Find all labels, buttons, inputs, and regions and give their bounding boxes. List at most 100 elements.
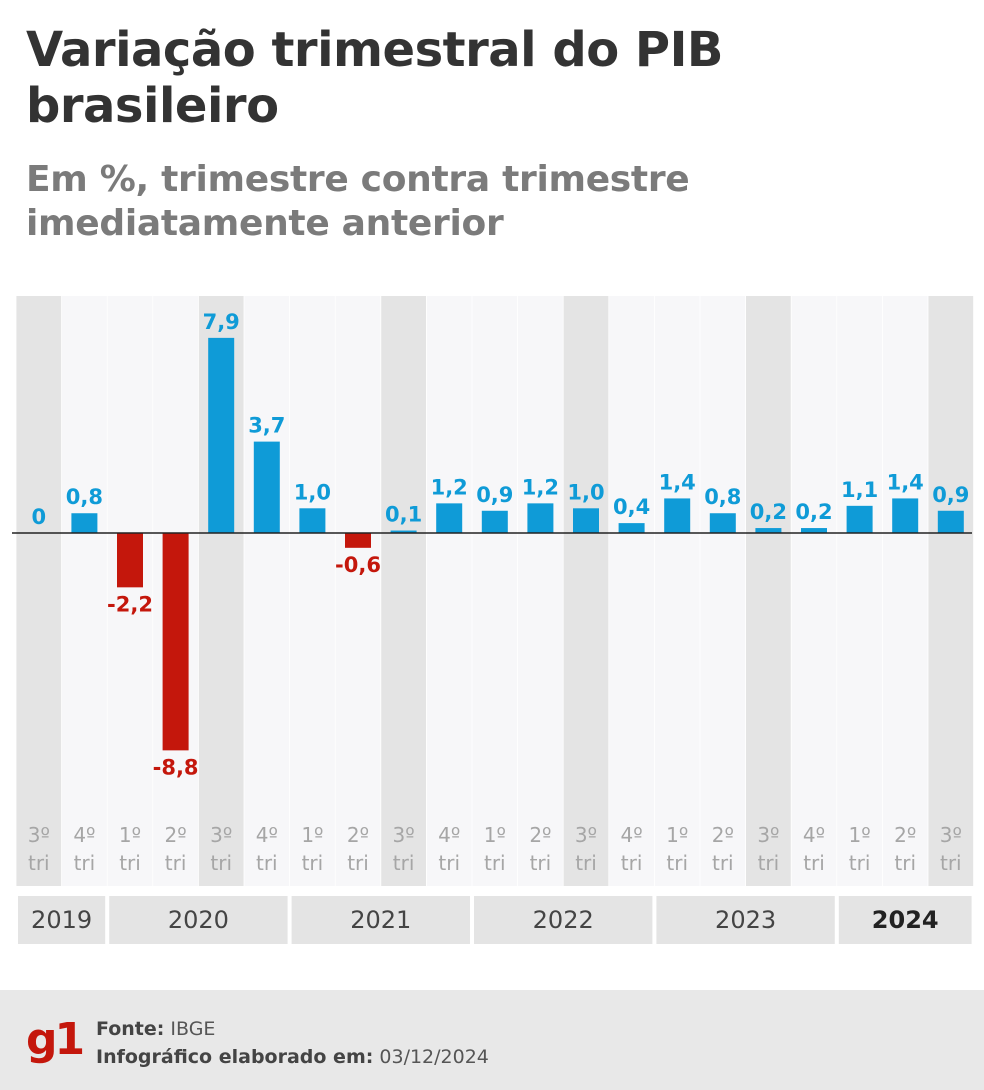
bar xyxy=(253,441,280,533)
quarter-tick-label: 1º xyxy=(301,823,323,847)
bar-value-label: -2,2 xyxy=(107,592,153,616)
bar-value-label: -0,6 xyxy=(335,553,381,577)
year-band xyxy=(656,896,835,944)
column-band xyxy=(837,296,882,886)
bar-value-label: 1,4 xyxy=(887,470,924,494)
quarter-tick-suffix: tri xyxy=(575,851,597,875)
quarter-tick-suffix: tri xyxy=(894,851,916,875)
bar xyxy=(117,533,143,588)
bar xyxy=(527,503,554,533)
quarter-tick-suffix: tri xyxy=(28,851,50,875)
bar-value-label: -8,8 xyxy=(153,755,199,779)
quarter-tick-label: 2º xyxy=(894,823,916,847)
year-band xyxy=(109,896,288,944)
quarter-tick-label: 4º xyxy=(438,823,460,847)
bar xyxy=(937,510,964,533)
year-labels: 2019 2020 2021 2022 2023 2024 xyxy=(18,896,972,944)
date-line: Infográfico elaborado em: 03/12/2024 xyxy=(96,1046,489,1068)
bar xyxy=(892,498,919,533)
quarter-tick-label: 4º xyxy=(621,823,643,847)
quarter-tick-suffix: tri xyxy=(302,851,324,875)
bar xyxy=(390,530,417,533)
year-band xyxy=(474,896,653,944)
quarter-tick-suffix: tri xyxy=(758,851,780,875)
bar-value-label: 0,9 xyxy=(476,483,513,507)
quarter-tick-label: 3º xyxy=(575,823,597,847)
quarter-tick-labels: 3º tri 4º tri 1º tri 2º tri 3º tri 4º tri 1º tri 2º tri… xyxy=(28,823,962,875)
quarter-tick-label: 3º xyxy=(28,823,50,847)
quarter-tick-suffix: tri xyxy=(530,851,552,875)
source-line: Fonte: IBGE xyxy=(96,1018,215,1040)
bar xyxy=(299,508,326,533)
quarter-tick-suffix: tri xyxy=(210,851,232,875)
column-band xyxy=(244,296,290,886)
bar-value-label: 7,9 xyxy=(203,310,240,334)
bar-value-label: 1,2 xyxy=(431,475,468,499)
quarter-tick-label: 2º xyxy=(165,823,187,847)
column-band xyxy=(290,296,335,886)
quarter-tick-suffix: tri xyxy=(484,851,506,875)
quarter-tick-suffix: tri xyxy=(940,851,962,875)
column-band xyxy=(381,296,426,886)
year-label: 2021 xyxy=(350,906,411,934)
chart-subtitle: Em %, trimestre contra trimestre imediat… xyxy=(26,159,690,244)
quarter-tick-suffix: tri xyxy=(666,851,688,875)
bar xyxy=(71,513,98,533)
bar xyxy=(755,528,782,533)
column-band xyxy=(700,296,746,886)
bar-value-label: 0,9 xyxy=(932,483,969,507)
bar-value-label: 0 xyxy=(31,505,46,529)
quarter-tick-label: 3º xyxy=(940,823,962,847)
bar-value-label: 1,2 xyxy=(522,475,559,499)
quarter-tick-suffix: tri xyxy=(256,851,278,875)
quarter-tick-label: 1º xyxy=(484,823,506,847)
column-band xyxy=(609,296,654,886)
bar-value-label: 0,1 xyxy=(385,503,422,527)
bar-value-label: 0,8 xyxy=(704,485,741,509)
column-band xyxy=(654,296,700,886)
year-label: 2024 xyxy=(872,906,939,934)
quarter-tick-label: 1º xyxy=(666,823,688,847)
bar xyxy=(208,337,235,533)
quarter-tick-suffix: tri xyxy=(849,851,871,875)
column-band xyxy=(928,296,974,886)
date-value: 03/12/2024 xyxy=(379,1046,489,1068)
gdp-bar-chart: 0 0,8 -2,2 -8,8 7,9 3,7 1,0 -0,6 0,1 1,2 0,9 1,2 1,0… xyxy=(12,296,974,944)
quarter-tick-label: 4º xyxy=(803,823,825,847)
bar xyxy=(801,528,827,533)
quarter-tick-suffix: tri xyxy=(393,851,415,875)
year-band xyxy=(291,896,470,944)
bar xyxy=(618,523,645,533)
column-band xyxy=(791,296,837,886)
quarter-tick-label: 1º xyxy=(119,823,141,847)
quarter-tick-label: 3º xyxy=(393,823,415,847)
column-band xyxy=(16,296,62,886)
bar xyxy=(709,513,736,533)
g1-logo: g1 xyxy=(26,1014,85,1065)
bar xyxy=(345,533,371,548)
bar xyxy=(664,498,691,533)
quarter-tick-label: 4º xyxy=(73,823,95,847)
bar xyxy=(436,503,463,533)
bar xyxy=(481,510,508,533)
year-band xyxy=(18,896,106,944)
source-value: IBGE xyxy=(170,1018,216,1040)
column-bands xyxy=(16,296,974,886)
footer: g1 Fonte: IBGE Infográfico elaborado em:… xyxy=(0,990,984,1090)
quarter-tick-suffix: tri xyxy=(74,851,96,875)
year-label: 2019 xyxy=(31,906,92,934)
quarter-tick-suffix: tri xyxy=(712,851,734,875)
quarter-tick-suffix: tri xyxy=(347,851,369,875)
column-band xyxy=(426,296,472,886)
value-labels: 0 0,8 -2,2 -8,8 7,9 3,7 1,0 -0,6 0,1 1,2 0,9 1,2 1,0… xyxy=(31,310,969,779)
bar-value-label: 0,4 xyxy=(613,495,650,519)
source-label: Fonte: xyxy=(96,1018,165,1040)
bar-value-label: 1,4 xyxy=(659,470,696,494)
quarter-tick-suffix: tri xyxy=(438,851,460,875)
bar-value-label: 0,8 xyxy=(66,485,103,509)
quarter-tick-label: 4º xyxy=(256,823,278,847)
quarter-tick-label: 2º xyxy=(529,823,551,847)
column-band xyxy=(882,296,928,886)
quarter-tick-suffix: tri xyxy=(803,851,825,875)
year-label: 2023 xyxy=(715,906,776,934)
